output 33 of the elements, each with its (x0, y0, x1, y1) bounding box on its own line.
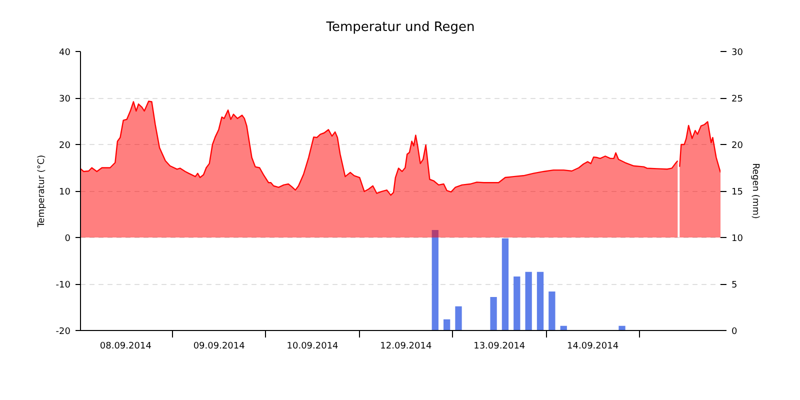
y-tick-label: 40 (59, 48, 71, 58)
y2-tick-label: 30 (732, 48, 744, 58)
x-tick-label: 08.09.2014 (100, 342, 152, 352)
y-tick-label: 30 (59, 94, 71, 104)
y-tick-label: -20 (56, 327, 71, 337)
y2-tick-label: 0 (732, 327, 738, 337)
y2-tick-label: 10 (732, 234, 744, 244)
y2-tick-label: 5 (732, 280, 738, 290)
bar (548, 291, 556, 330)
bar (444, 319, 450, 330)
x-tick-label: 13.09.2014 (474, 342, 526, 352)
x-tick-label: 09.09.2014 (193, 342, 246, 352)
bar (525, 272, 532, 330)
bar (536, 272, 544, 330)
y-tick-label: -10 (56, 280, 71, 290)
bar (514, 276, 520, 330)
x-tick-label: 10.09.2014 (286, 342, 339, 352)
y-tick-label: 10 (59, 188, 71, 198)
bar (455, 306, 462, 330)
chart-title: Temperatur und Regen (325, 20, 475, 35)
x-tick-label: 12.09.2014 (380, 342, 432, 352)
y2-tick-label: 20 (732, 141, 744, 151)
y-axis-title: Temperatur (°C) (36, 154, 47, 228)
y-tick-label: 20 (59, 141, 71, 151)
bar (618, 326, 626, 330)
y-tick-label: 0 (64, 234, 71, 244)
y2-tick-label: 25 (732, 94, 743, 104)
y2-axis-title: Regen (mm) (750, 163, 760, 219)
bar (502, 238, 509, 330)
x-tick-label: 14.09.2014 (567, 342, 619, 352)
bar (432, 230, 438, 330)
y2-tick-label: 15 (732, 188, 743, 198)
bar (490, 297, 497, 330)
